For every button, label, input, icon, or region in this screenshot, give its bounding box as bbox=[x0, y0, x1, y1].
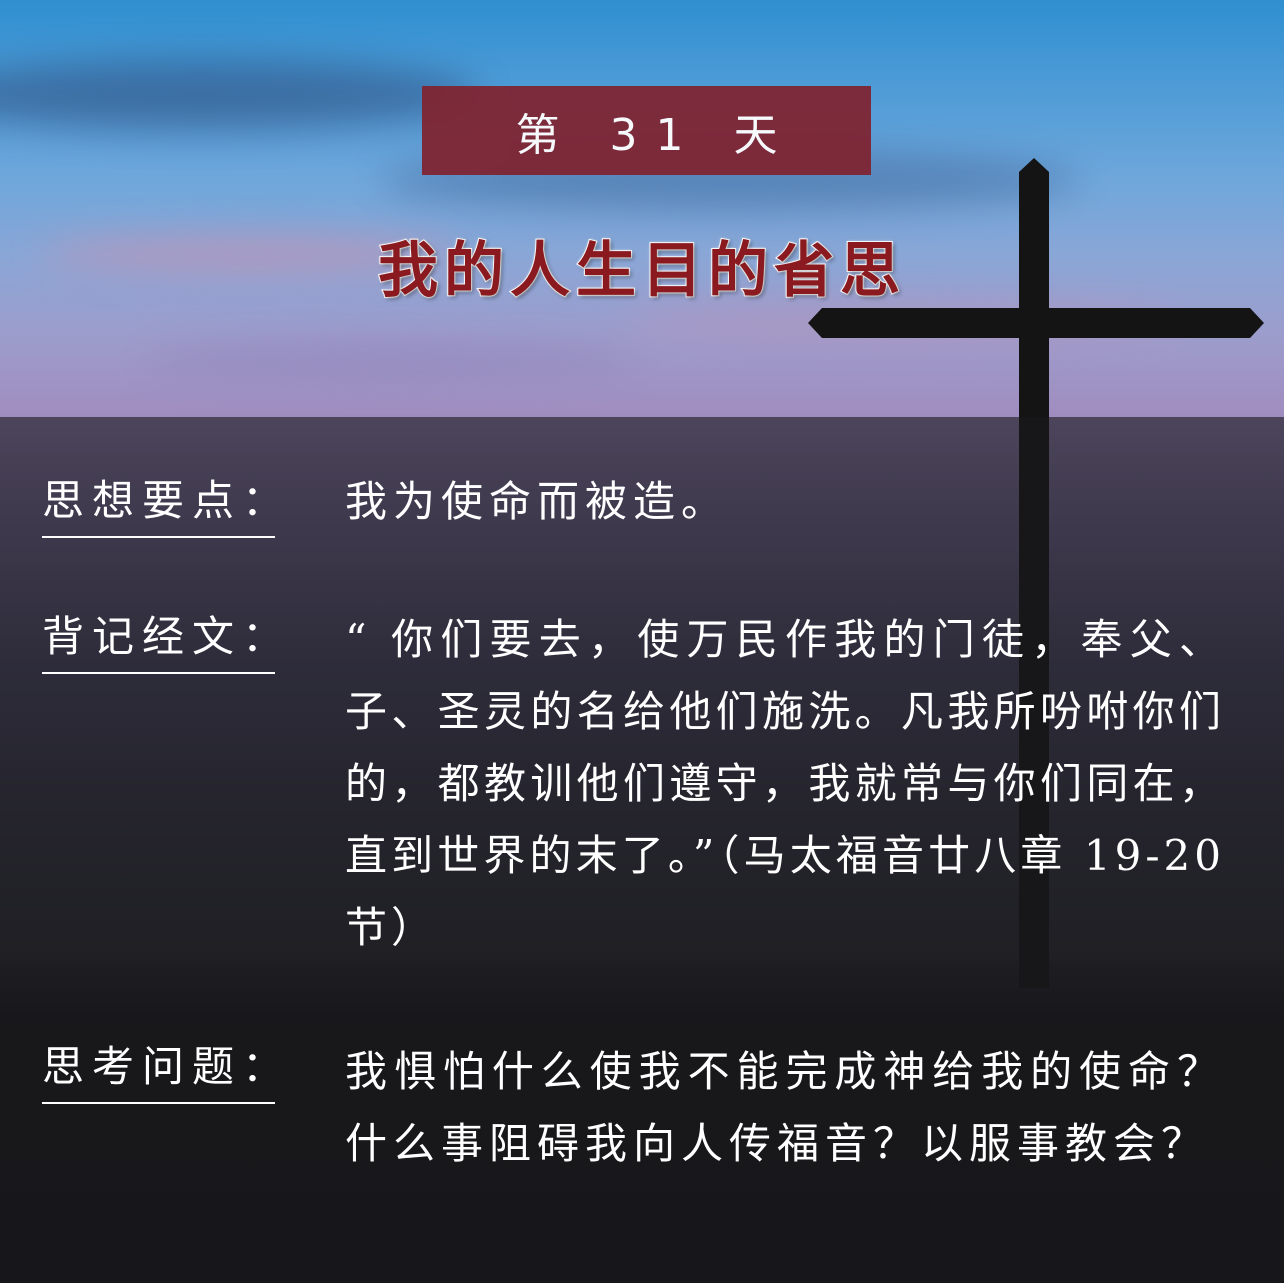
reflection-question-label: 思考问题： bbox=[42, 1043, 284, 1105]
memory-verse-text: “ 你们要去，使万民作我的门徒，奉父、子、圣灵的名给他们施洗。凡我所吩咐你们的，… bbox=[345, 615, 1225, 952]
sky-cloud bbox=[140, 340, 640, 380]
content-overlay-panel bbox=[0, 417, 1284, 1283]
key-thought-label: 思想要点： bbox=[42, 477, 284, 539]
reflection-question-text: 我惧怕什么使我不能完成神给我的使命？什么事阻碍我向人传福音？以服事教会？ bbox=[345, 1047, 1225, 1168]
cross-horizontal-beam bbox=[808, 308, 1264, 338]
day-badge: 第 31 天 bbox=[422, 86, 871, 175]
memory-verse-label: 背记经文： bbox=[42, 613, 284, 675]
page-title: 我的人生目的省思 bbox=[377, 235, 906, 307]
sky-cloud bbox=[0, 60, 480, 130]
sky-cloud bbox=[40, 235, 460, 271]
key-thought-text: 我为使命而被造。 bbox=[345, 477, 730, 526]
